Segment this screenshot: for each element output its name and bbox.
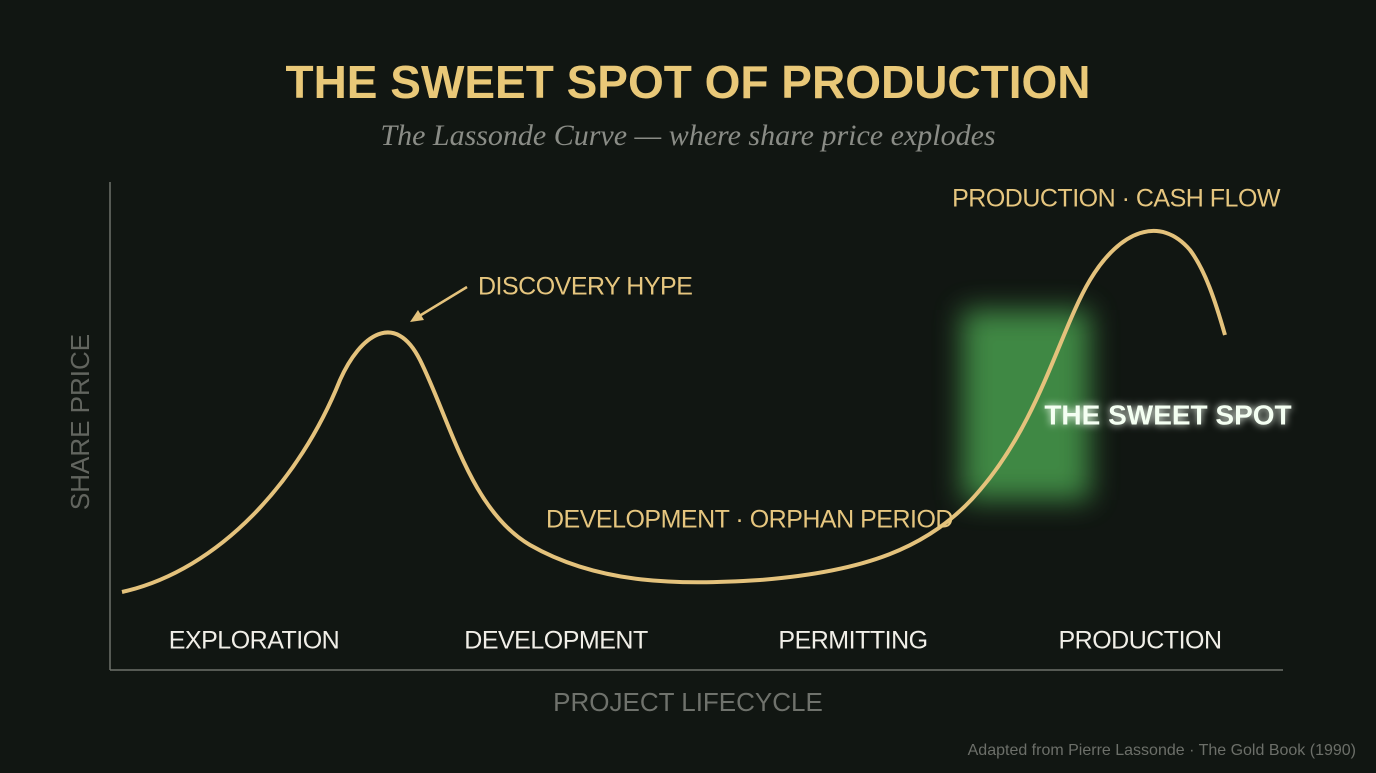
stage-label: DEVELOPMENT <box>464 627 648 655</box>
arrow <box>415 285 468 320</box>
title: THE SWEET SPOT OF PRODUCTION <box>285 56 1090 108</box>
lassonde-curve <box>121 228 1227 594</box>
annotation-orphan: DEVELOPMENT · ORPHAN PERIOD <box>546 506 953 534</box>
arrow-head <box>410 310 424 322</box>
sweet-spot-zone <box>962 310 1090 500</box>
stage-label: PRODUCTION <box>1058 627 1221 655</box>
x-axis-label: PROJECT LIFECYCLE <box>553 687 823 717</box>
annotation-cash-flow: PRODUCTION · CASH FLOW <box>952 185 1281 213</box>
annotation-discovery: DISCOVERY HYPE <box>478 273 692 301</box>
subtitle: The Lassonde Curve — where share price e… <box>380 119 995 152</box>
stage-label: PERMITTING <box>778 627 927 655</box>
source-note: Adapted from Pierre Lassonde · The Gold … <box>968 742 1356 759</box>
stage-label: EXPLORATION <box>169 627 339 655</box>
annotation-sweet-spot: THE SWEET SPOT <box>1044 399 1291 430</box>
y-axis-label: SHARE PRICE <box>65 334 95 510</box>
